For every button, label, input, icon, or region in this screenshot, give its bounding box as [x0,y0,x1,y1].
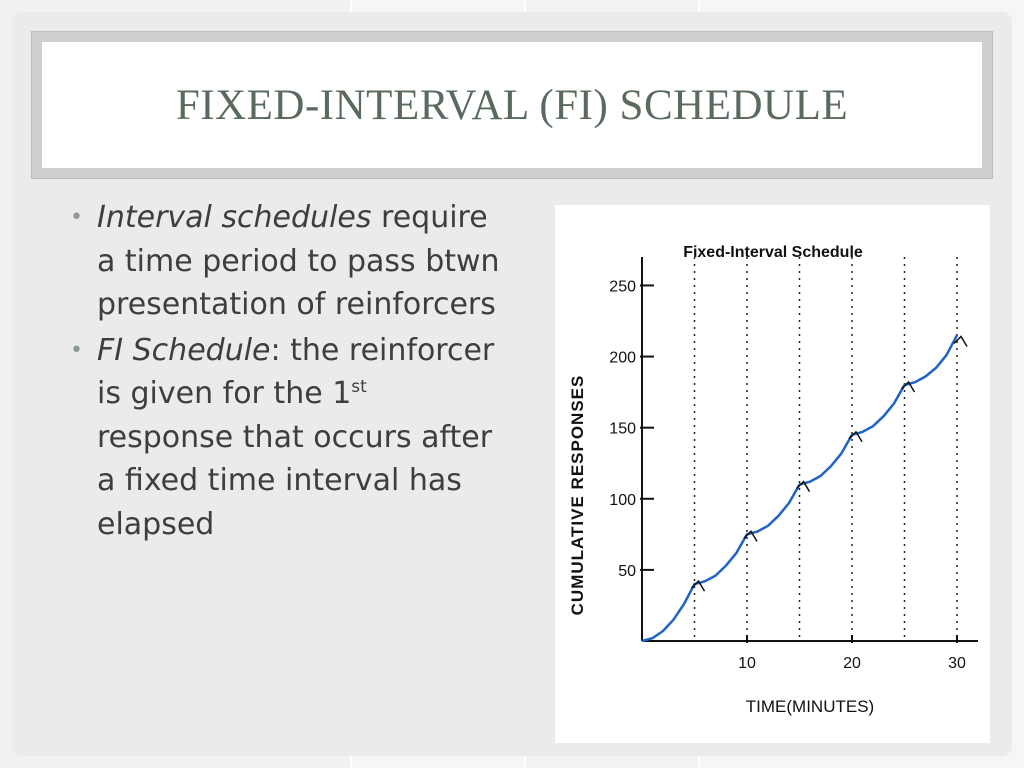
chart-container: Fixed-Interval Schedule CUMULATIVE RESPO… [555,205,990,743]
y-tick-label: 100 [609,492,636,509]
slide-title: FIXED-INTERVAL (FI) SCHEDULE [175,81,849,129]
bullet-item: • Interval schedules require a time perio… [70,196,510,327]
bullet-text: response that occurs after a fixed time … [97,419,493,542]
title-box: FIXED-INTERVAL (FI) SCHEDULE [42,42,982,168]
reinforcement-mark [900,380,916,393]
reinforcement-mark [953,335,968,347]
bullet-text: : the reinforcer is given for the 1 [97,332,495,412]
x-axis-label: TIME(MINUTES) [746,697,874,716]
bullet-dot: • [70,205,83,230]
reinforcement-mark [743,530,758,542]
bullet-dot: • [70,337,83,363]
x-tick-label: 10 [738,655,756,672]
y-tick-label: 150 [609,421,636,438]
reinforcement-mark [795,480,811,492]
x-tick-label: 20 [843,655,861,672]
y-axis-label: CUMULATIVE RESPONSES [568,375,587,616]
reinforcement-mark [690,579,706,592]
y-tick-label: 50 [618,563,636,580]
x-tick-label: 30 [948,655,966,672]
bullet-list: • Interval schedules require a time perio… [70,196,510,548]
fi-chart: Fixed-Interval Schedule CUMULATIVE RESPO… [568,244,978,716]
bullet-item: • FI Schedule: the reinforcer is given fo… [70,329,510,547]
y-tick-label: 200 [609,350,636,367]
bullet-emphasis: Interval schedules [97,200,372,235]
chart-title: Fixed-Interval Schedule [683,244,863,261]
bullet-superscript: st [351,377,367,397]
y-tick-label: 250 [609,278,636,295]
bullet-emphasis: FI Schedule [97,332,271,368]
reinforcement-mark [848,430,863,443]
bullet-text: require a time period to pass btwn prese… [97,200,500,322]
